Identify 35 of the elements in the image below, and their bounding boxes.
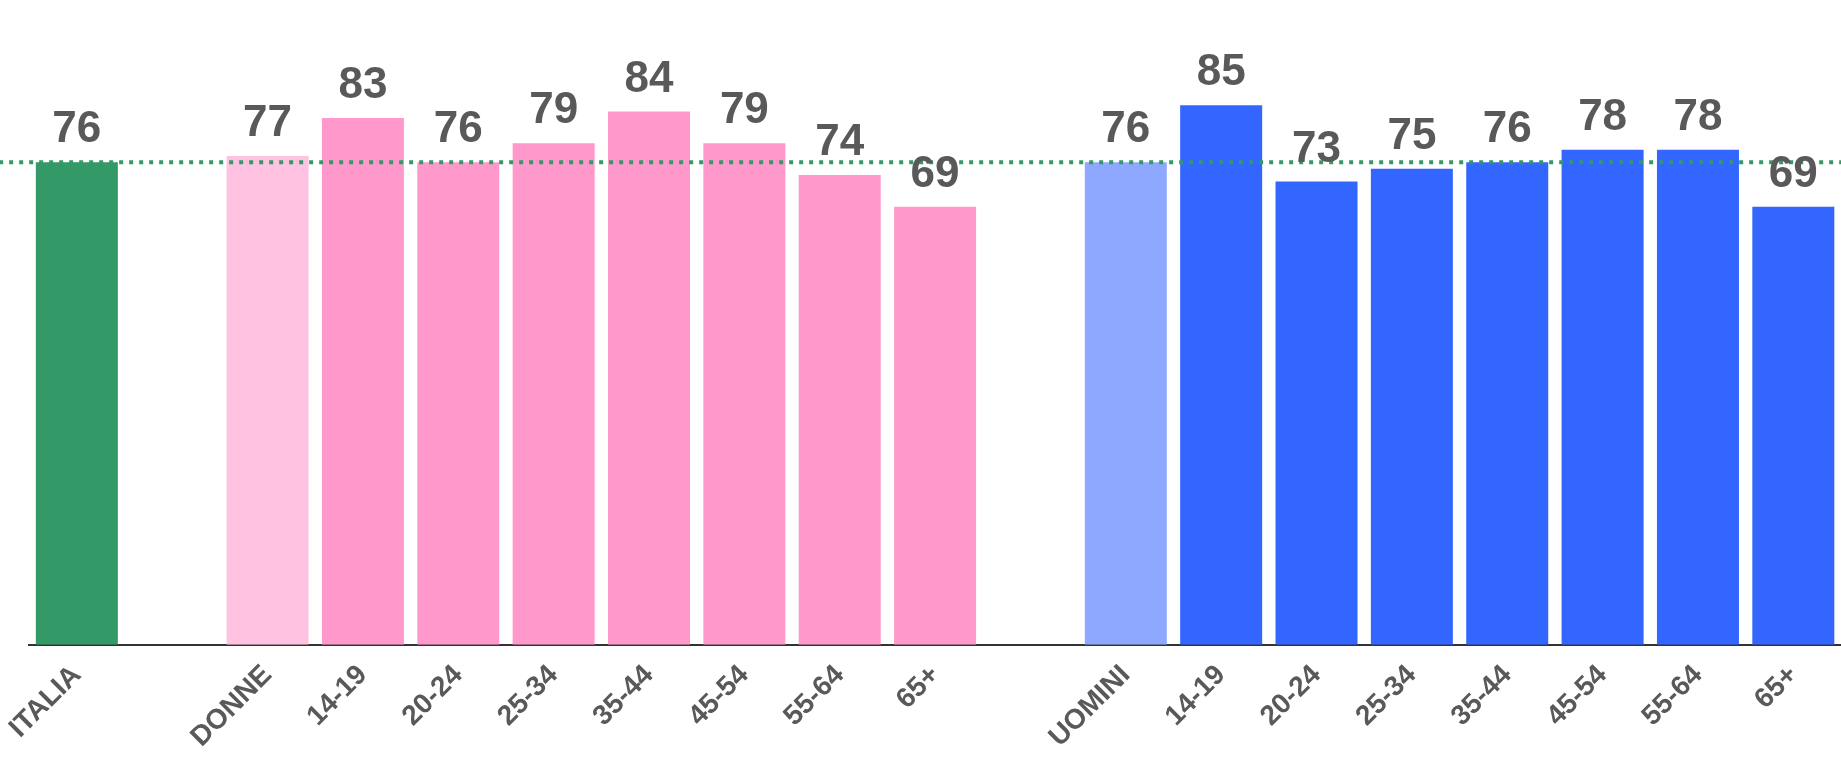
data-label: 76: [1101, 102, 1151, 152]
data-label: 73: [1292, 121, 1341, 171]
x-tick-label: 65+: [1747, 658, 1804, 714]
bar: [1561, 149, 1644, 645]
data-label: 85: [1196, 45, 1246, 95]
bar: [608, 111, 691, 645]
data-label: 78: [1578, 89, 1628, 139]
data-label: 78: [1673, 89, 1723, 139]
bar: [703, 143, 786, 645]
data-label: 76: [433, 102, 483, 152]
bar: [1084, 162, 1167, 645]
bar: [1466, 162, 1549, 645]
data-label: 79: [719, 83, 769, 133]
data-label: 69: [1768, 146, 1818, 196]
bar: [226, 155, 309, 645]
data-label: 79: [529, 83, 579, 133]
data-label: 69: [910, 146, 960, 196]
data-label: 77: [243, 96, 293, 146]
bar: [321, 117, 404, 645]
bar: [1370, 168, 1453, 645]
data-label: 76: [52, 102, 102, 152]
bar: [1180, 105, 1263, 645]
x-tick-label: 65+: [889, 658, 945, 714]
bar: [417, 162, 500, 645]
bar: [1275, 181, 1358, 645]
bar: [1656, 149, 1739, 645]
data-label: 83: [338, 58, 388, 108]
bar: [1752, 206, 1835, 645]
data-label: 84: [624, 51, 674, 101]
data-label: 74: [815, 115, 865, 165]
data-label: 76: [1482, 102, 1532, 152]
bar: [512, 143, 595, 645]
data-label: 75: [1387, 108, 1437, 158]
bar: [894, 206, 977, 645]
bar: [798, 175, 881, 645]
